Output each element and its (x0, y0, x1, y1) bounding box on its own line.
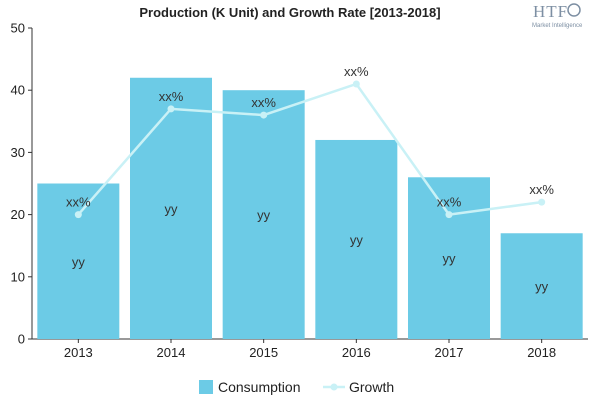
growth-data-label: xx% (437, 195, 462, 210)
x-tick-label: 2016 (342, 345, 371, 360)
bar-2013 (37, 183, 120, 339)
growth-data-label: xx% (66, 195, 91, 210)
bar-data-label: yy (443, 251, 457, 266)
y-tick-label: 10 (11, 269, 25, 284)
logo-text: HTF (533, 2, 568, 21)
x-tick-label: 2017 (435, 345, 464, 360)
growth-data-label: xx% (251, 95, 276, 110)
legend-marker-growth (330, 383, 338, 391)
growth-point-2014 (167, 105, 175, 113)
bar-2018 (500, 233, 583, 339)
growth-point-2015 (260, 111, 268, 119)
logo-subtitle: Market Intelligence (532, 23, 583, 29)
y-tick-label: 50 (11, 21, 25, 36)
growth-point-2017 (445, 211, 453, 219)
x-tick-label: 2013 (64, 345, 93, 360)
growth-data-label: xx% (529, 182, 554, 197)
chart-title: Production (K Unit) and Growth Rate [201… (139, 5, 440, 20)
y-tick-label: 40 (11, 83, 25, 98)
legend: Consumption Growth (199, 379, 394, 395)
bar-data-label: yy (165, 201, 179, 216)
bar-data-label: yy (72, 254, 86, 269)
bar-2016 (315, 139, 398, 339)
bar-data-label: yy (350, 232, 364, 247)
growth-data-label: xx% (159, 89, 184, 104)
y-tick-label: 20 (11, 207, 25, 222)
bar-data-label: yy (535, 279, 549, 294)
plot-area: 0 10 20 30 40 50 yy yy yy yy yy yy 2013 2014 2015 2016 2… (11, 21, 588, 360)
bar-2015 (222, 90, 305, 339)
x-tick-label: 2018 (527, 345, 556, 360)
legend-swatch-consumption (199, 380, 213, 394)
y-tick-label: 0 (18, 332, 25, 347)
legend-label-consumption: Consumption (218, 379, 301, 395)
x-tick-label: 2015 (249, 345, 278, 360)
growth-point-2018 (538, 198, 546, 206)
growth-point-2016 (352, 80, 360, 88)
growth-data-label: xx% (344, 64, 369, 79)
bar-2014 (130, 77, 212, 339)
growth-line (77, 82, 542, 216)
htf-logo: HTF Market Intelligence (532, 2, 583, 29)
growth-point-2013 (74, 211, 82, 219)
globe-icon (567, 3, 581, 17)
x-tick-label: 2014 (157, 345, 186, 360)
legend-label-growth: Growth (349, 379, 394, 395)
y-tick-label: 30 (11, 145, 25, 160)
bar-2017 (408, 177, 490, 339)
bar-data-label: yy (257, 208, 271, 223)
